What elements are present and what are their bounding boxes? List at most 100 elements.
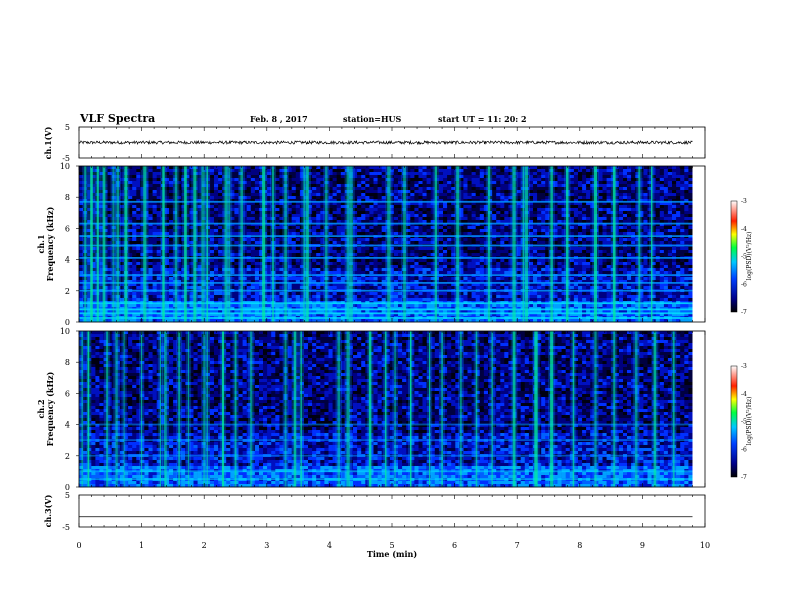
ch1-spectrogram-noise-cell <box>210 187 214 190</box>
ch1-spectrogram-noise-cell <box>427 232 431 235</box>
ch1-spectrogram-noise-cell <box>292 229 296 232</box>
ch1-spectrogram-noise-cell <box>214 229 218 232</box>
ch1-spectrogram-noise-cell <box>447 205 451 208</box>
ch1-spectrogram-noise-cell <box>218 304 222 307</box>
ch1-spectrogram-noise-cell <box>361 292 365 295</box>
ch1-spectrogram-noise-cell <box>410 169 414 172</box>
ch1-spectrogram-noise-cell <box>439 238 443 241</box>
ch1-spectrogram-noise-cell <box>337 181 341 184</box>
ch1-spectrogram-noise-cell <box>316 304 320 307</box>
ch1-spectrogram-noise-cell <box>443 247 447 250</box>
ch1-spectrogram-noise-cell <box>341 169 345 172</box>
ch1-spectrogram-noise-cell <box>136 184 140 187</box>
ch1-spectrogram-noise-cell <box>218 211 222 214</box>
ch1-spectrogram-noise-cell <box>136 229 140 232</box>
ch1-spectrogram-noise-cell <box>374 229 378 232</box>
ch1-spectrogram-noise-cell <box>414 169 418 172</box>
ch1-spectrogram-noise-cell <box>337 286 341 289</box>
ch1-spectrogram-noise-cell <box>410 292 414 295</box>
ch1-spectrogram-noise-cell <box>361 232 365 235</box>
ch1-spectrogram-noise-cell <box>427 226 431 229</box>
ch1-spectrogram-noise-cell <box>365 253 369 256</box>
ch1-spectrogram-noise-cell <box>423 217 427 220</box>
ch1-spectrogram-noise-cell <box>410 304 414 307</box>
ch1-spectrogram-noise-cell <box>132 295 136 298</box>
ch1-spectrogram-noise-cell <box>369 298 373 301</box>
ch1-spectrogram-noise-cell <box>439 259 443 262</box>
ch1-spectrogram-noise-cell <box>251 205 255 208</box>
ch1-spectrogram-noise-cell <box>341 166 345 169</box>
ch1-spectrogram-noise-cell <box>394 184 398 187</box>
ch1-spectrogram-noise-cell <box>439 232 443 235</box>
ch1-spectrogram-noise-cell <box>394 277 398 280</box>
ch1-spectrogram-noise-cell <box>443 268 447 271</box>
ch1-spectrogram-noise-cell <box>149 205 153 208</box>
ch1-spectrogram-noise-cell <box>316 214 320 217</box>
ch1-spectrogram-noise-cell <box>439 169 443 172</box>
ch1-spectrogram-noise-cell <box>214 187 218 190</box>
ch1-spectrogram-noise-cell <box>132 277 136 280</box>
ch1-spectrogram-noise-cell <box>443 214 447 217</box>
ch1-spectrogram-noise-cell <box>169 229 173 232</box>
ch1-spectrogram-noise-cell <box>427 193 431 196</box>
ch1-spectrogram-noise-cell <box>218 169 222 172</box>
ch1-spectrogram-noise-cell <box>296 265 300 268</box>
ch1-spectrogram-noise-cell <box>132 265 136 268</box>
ch1-spectrogram-noise-cell <box>296 298 300 301</box>
ch1-spectrogram-noise-cell <box>423 262 427 265</box>
ch1-spectrogram-noise-cell <box>218 295 222 298</box>
ch1-spectrogram-noise-cell <box>394 253 398 256</box>
ch1-spectrogram-noise-cell <box>251 253 255 256</box>
ch1-spectrogram-noise-cell <box>410 196 414 199</box>
ch1-spectrogram-noise-cell <box>447 271 451 274</box>
ch1-spectrogram-noise-cell <box>419 253 423 256</box>
ch1-spectrogram-noise-cell <box>149 226 153 229</box>
ch1-spectrogram-noise-cell <box>374 286 378 289</box>
ch1-spectrogram-noise-cell <box>374 175 378 178</box>
ch1-spectrogram-noise-cell <box>136 193 140 196</box>
ch1-spectrogram-noise-cell <box>443 286 447 289</box>
ch1-spectrogram-noise-cell <box>378 166 382 169</box>
ch1-spectrogram-noise-cell <box>394 238 398 241</box>
ch1-spectrogram-noise-cell <box>312 271 316 274</box>
ch1-spectrogram-noise-cell <box>255 265 259 268</box>
ch1-spectrogram-noise-cell <box>447 253 451 256</box>
ch1-spectrogram-noise-cell <box>296 217 300 220</box>
ch1-spectrogram-noise-cell <box>333 253 337 256</box>
ch1-spectrogram-noise-cell <box>337 184 341 187</box>
ch1-spectrogram-noise-cell <box>365 217 369 220</box>
ch1-spectrogram-noise-cell <box>218 226 222 229</box>
ch1-spectrogram-noise-cell <box>374 208 378 211</box>
ch1-spectrogram-noise-cell <box>414 205 418 208</box>
ch1-spectrogram-noise-cell <box>414 166 418 169</box>
ch1-spectrogram-noise-cell <box>410 181 414 184</box>
ch1-spectrogram-noise-cell <box>394 190 398 193</box>
ch1-spectrogram-noise-cell <box>337 214 341 217</box>
ch1-spectrogram-noise-cell <box>210 265 214 268</box>
ch1-spectrogram-noise-cell <box>149 172 153 175</box>
ch1-spectrogram-noise-cell <box>423 172 427 175</box>
ch1-spectrogram-noise-cell <box>296 268 300 271</box>
ch1-spectrogram-noise-cell <box>443 226 447 229</box>
ch1-spectrogram-noise-cell <box>369 190 373 193</box>
ch1-spectrogram-noise-cell <box>337 208 341 211</box>
ch1-spectrogram-noise-cell <box>423 196 427 199</box>
ch1-spectrogram-noise-cell <box>251 268 255 271</box>
ch1-spectrogram-noise-cell <box>341 196 345 199</box>
ch1-spectrogram-noise-cell <box>419 271 423 274</box>
ch1-spectrogram-noise-cell <box>410 229 414 232</box>
ch1-spectrogram-noise-cell <box>132 166 136 169</box>
ch1-spectrogram-noise-cell <box>312 214 316 217</box>
ch1-spectrogram-noise-cell <box>218 175 222 178</box>
ch1-spectrogram-noise-cell <box>414 238 418 241</box>
ch1-spectrogram-noise-cell <box>443 166 447 169</box>
ch1-spectrogram-noise-cell <box>136 214 140 217</box>
ch1-spectrogram-noise-cell <box>369 268 373 271</box>
ch1-spectrogram-noise-cell <box>414 229 418 232</box>
ch1-spectrogram-noise-cell <box>169 208 173 211</box>
ch1-spectrogram-noise-cell <box>443 250 447 253</box>
ch1-spectrogram-noise-cell <box>247 181 251 184</box>
ch1-spectrogram-noise-cell <box>427 259 431 262</box>
ch1-spectrogram-noise-cell <box>369 211 373 214</box>
ch1-spectrogram-noise-cell <box>423 169 427 172</box>
